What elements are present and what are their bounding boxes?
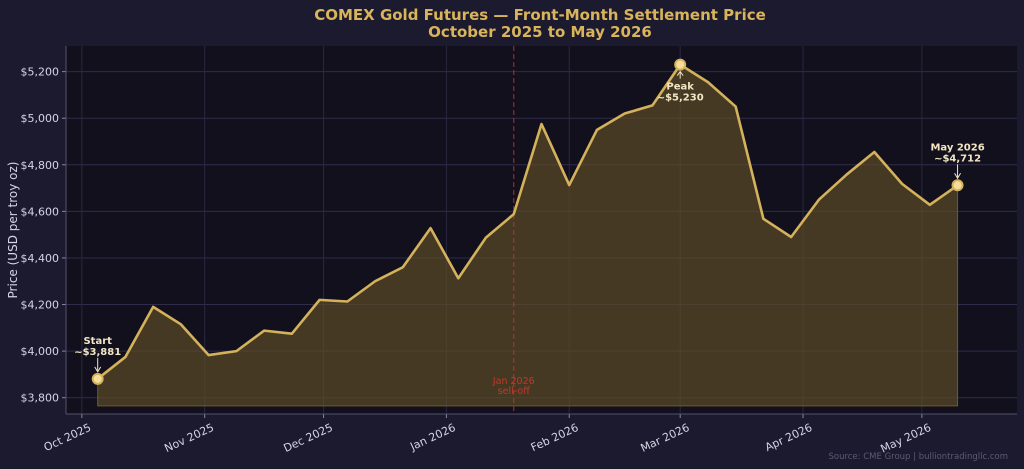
chart-title: COMEX Gold Futures — Front-Month Settlem… bbox=[314, 6, 766, 24]
data-point bbox=[319, 299, 321, 301]
data-point bbox=[624, 113, 626, 115]
data-point bbox=[263, 330, 265, 332]
annotation-marker bbox=[951, 179, 964, 192]
data-point bbox=[541, 123, 542, 125]
data-point bbox=[124, 356, 126, 358]
annotation-label: Peak bbox=[666, 82, 694, 93]
data-point bbox=[235, 350, 237, 352]
data-point bbox=[651, 104, 653, 106]
annotation-label: ~$5,230 bbox=[657, 93, 704, 104]
y-tick-label: $4,800 bbox=[21, 159, 60, 172]
annotation-marker bbox=[674, 58, 687, 71]
data-point bbox=[152, 306, 154, 308]
data-point bbox=[402, 266, 404, 268]
data-point bbox=[430, 227, 432, 229]
price-line bbox=[96, 63, 959, 380]
annotation-marker bbox=[91, 372, 104, 385]
annotation-arrowhead bbox=[954, 173, 961, 180]
y-tick-label: $4,400 bbox=[21, 252, 60, 265]
annotation-label: Start bbox=[83, 336, 112, 347]
data-point bbox=[901, 183, 903, 185]
data-point bbox=[596, 129, 598, 131]
y-tick-label: $5,200 bbox=[21, 66, 60, 79]
event-label: Jan 2026 bbox=[492, 376, 535, 387]
data-point bbox=[457, 277, 459, 279]
annotation-layer: Start~$3,881 Peak~$5,230 May 2026~$4,712 bbox=[74, 58, 985, 385]
y-axis-label: Price (USD per troy oz) bbox=[6, 162, 20, 299]
data-point bbox=[846, 174, 848, 176]
data-point bbox=[818, 199, 820, 201]
data-point bbox=[291, 333, 293, 335]
data-point bbox=[208, 354, 210, 356]
y-tick-label: $3,800 bbox=[21, 392, 60, 405]
data-point bbox=[707, 81, 709, 83]
data-point bbox=[762, 218, 764, 220]
annotation-label: May 2026 bbox=[930, 142, 984, 153]
y-tick-label: $4,000 bbox=[21, 345, 60, 358]
annotation-label: ~$4,712 bbox=[934, 153, 981, 164]
annotation-arrowhead bbox=[676, 70, 684, 76]
data-point bbox=[180, 323, 182, 325]
annotation-arrowhead bbox=[94, 366, 102, 373]
chart-subtitle: October 2025 to May 2026 bbox=[428, 23, 652, 41]
event-label: sell-off bbox=[498, 386, 530, 397]
data-point bbox=[374, 280, 376, 282]
data-point bbox=[513, 213, 515, 215]
y-tick-label: $4,200 bbox=[21, 299, 60, 312]
data-point bbox=[735, 106, 737, 108]
source-note: Source: CME Group | bulliontradingllc.co… bbox=[828, 452, 1008, 462]
annotation-label: ~$3,881 bbox=[74, 347, 121, 358]
y-tick-label: $4,600 bbox=[21, 205, 60, 218]
line-layer bbox=[96, 63, 959, 380]
data-point bbox=[929, 204, 931, 206]
data-point bbox=[790, 236, 792, 238]
data-point bbox=[346, 301, 348, 303]
data-point bbox=[568, 184, 570, 186]
data-point bbox=[485, 236, 487, 238]
data-point bbox=[873, 151, 875, 153]
y-tick-label: $5,000 bbox=[21, 112, 60, 125]
